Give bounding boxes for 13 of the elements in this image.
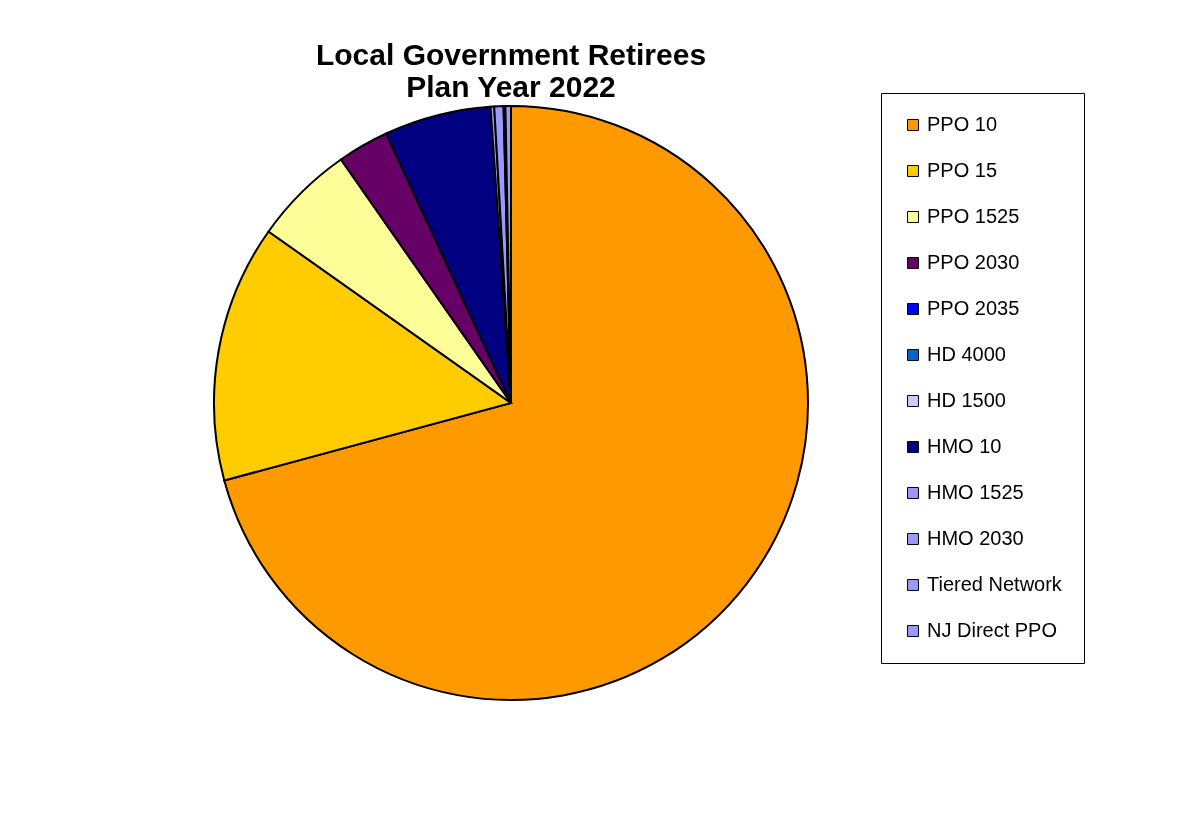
legend-label: PPO 15 [927,159,998,181]
legend-label: PPO 1525 [927,205,1020,227]
legend-label: PPO 2030 [927,251,1020,273]
legend-label: HD 1500 [927,389,1006,411]
legend-label: Tiered Network [927,573,1063,595]
legend-label: NJ Direct PPO [927,619,1058,641]
legend-label: PPO 2035 [927,297,1020,319]
legend-label: HMO 10 [927,435,1002,457]
legend-label: HMO 1525 [927,481,1024,503]
chart-title: Local Government Retirees Plan Year 2022 [315,37,707,103]
legend-label: HD 4000 [927,343,1006,365]
legend-label: PPO 10 [927,113,998,135]
legend-label: HMO 2030 [927,527,1024,549]
